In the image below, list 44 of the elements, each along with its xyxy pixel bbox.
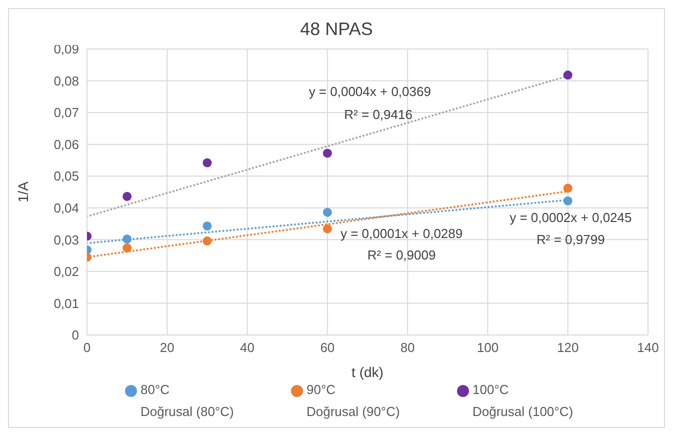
y-tick-label: 0 [72,328,79,343]
point [322,224,332,234]
point [122,243,132,252]
point [122,192,132,201]
point [202,158,212,168]
point [202,236,212,246]
y-tick-label: 0,06 [54,136,79,152]
y-tick-label: 0,08 [54,73,79,88]
y-tick-label: 0,07 [54,105,79,120]
annotation: y = 0,0002x + 0,0245 [510,210,632,226]
point [322,148,332,158]
point [202,221,212,231]
y-axis-title: 1/A [14,180,31,203]
point [563,184,572,193]
y-tick-label: 0,04 [54,200,79,216]
x-tick-label: 40 [240,340,255,356]
annotation: y = 0,0001x + 0,0289 [340,226,463,242]
chart-title: 48 NPAS [300,19,373,39]
y-tick-label: 0,03 [54,232,79,248]
y-tick-label: 0,05 [54,168,79,184]
x-tick-label: 20 [160,340,174,356]
x-tick-label: 0 [83,340,91,356]
annotation: R² = 0,9416 [344,106,412,122]
annotation: y = 0,0004x + 0,0369 [308,84,431,100]
point [563,196,572,206]
point [122,234,132,244]
x-tick-label: 140 [637,340,659,356]
point [322,208,332,217]
x-tick-label: 100 [476,340,499,356]
legend-label: 80°C [140,381,171,399]
x-axis-title: t (dk) [352,364,384,380]
y-tick-label: 0,02 [54,264,79,280]
y-tick-label: 0,01 [54,296,79,311]
annotation: R² = 0,9799 [536,232,605,248]
point [563,70,572,80]
x-tick-label: 60 [320,340,335,356]
legend-label: Doğrusal (100°C) [472,403,574,421]
legend-label: 100°C [472,381,510,399]
x-tick-label: 120 [557,340,579,356]
legend-label: Doğrusal (90°C) [306,403,401,421]
x-tick-label: 80 [400,340,415,356]
annotation: R² = 0,9009 [367,248,436,263]
legend-label: Doğrusal (80°C) [140,403,235,421]
legend-label: 90°C [306,381,337,399]
